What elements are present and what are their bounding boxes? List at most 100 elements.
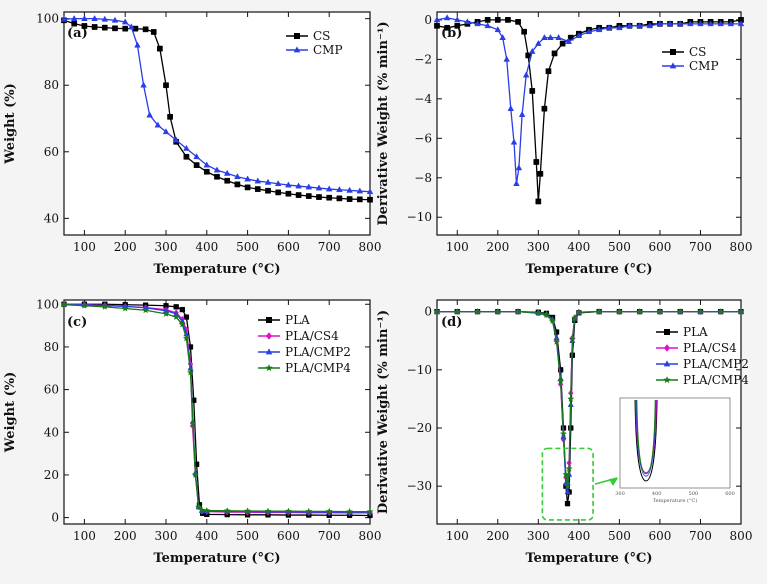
data-point-cmp — [737, 20, 745, 27]
data-point-cmp — [515, 164, 523, 171]
data-point-cmp — [717, 20, 725, 27]
data-point-cmp — [203, 161, 211, 168]
data-point-pla-cmp4 — [162, 310, 170, 317]
data-point-cs — [101, 24, 108, 31]
data-point-cs — [275, 189, 282, 196]
data-point-cmp — [183, 144, 190, 151]
data-point-cmp — [595, 26, 603, 33]
x-tick-label: 300 — [527, 529, 550, 543]
x-axis-title: Temperature (°C) — [153, 551, 280, 566]
zoom-arrow-head — [609, 478, 618, 486]
y-tick-label: 20 — [44, 468, 59, 482]
inset-curve-pla — [634, 399, 658, 482]
data-point-cs — [533, 159, 540, 165]
data-point-cs — [537, 170, 544, 177]
data-point-cmp — [494, 26, 502, 33]
data-point-cs — [454, 22, 461, 29]
legend-marker-cmp — [669, 62, 677, 69]
series-cmp — [433, 14, 745, 187]
data-point-cs — [541, 105, 548, 112]
data-point-pla-cmp4 — [567, 395, 575, 402]
legend-label-pla-cmp4: PLA/CMP4 — [683, 373, 749, 387]
y-axis-title: Derivative Weight (% min⁻¹) — [376, 21, 391, 225]
inset-curve-pla-cmp4 — [636, 399, 656, 475]
y-tick-label: 0 — [424, 305, 432, 319]
data-point-cs — [551, 50, 558, 57]
x-tick-label: 200 — [486, 240, 509, 254]
legend-label-cmp: CMP — [689, 59, 719, 73]
data-point-cmp — [336, 186, 343, 193]
data-point-cmp — [244, 175, 251, 182]
y-tick-label: 60 — [44, 145, 59, 159]
data-point-pla-cmp4 — [514, 307, 522, 315]
x-tick-label: 300 — [155, 240, 178, 254]
data-point-cmp — [146, 111, 153, 118]
x-tick-label: 100 — [73, 529, 96, 543]
data-point-cs — [244, 184, 251, 191]
data-point-cmp — [356, 187, 364, 194]
data-point-cmp — [565, 37, 573, 44]
panel-c: 100 200 300 400 500 600 700 800 0 20 40 60 80 100 Temp… — [3, 297, 381, 566]
data-point-cs — [336, 195, 343, 202]
data-point-cs — [367, 196, 373, 203]
data-point-pla-cmp4 — [178, 320, 186, 328]
y-tick-label: −4 — [414, 92, 432, 106]
data-point-pla-cmp4 — [563, 482, 572, 490]
data-point-cs — [183, 153, 190, 160]
data-point-cs — [529, 88, 536, 94]
data-point-pla-cmp4 — [568, 335, 577, 343]
data-point-cmp — [162, 128, 170, 135]
plot-area-b — [436, 11, 742, 236]
y-axis-title: Weight (%) — [3, 372, 18, 453]
data-point-cs — [295, 192, 302, 198]
legend-marker-pla-cmp2 — [663, 360, 671, 367]
data-point-cmp — [295, 182, 302, 189]
series-line-pla-cmp4 — [437, 310, 741, 487]
data-point-pla-cmp4 — [186, 368, 195, 376]
data-point-cmp — [366, 188, 374, 195]
data-point-pla — [564, 500, 571, 507]
x-tick-label: 800 — [359, 529, 382, 543]
legend-marker-cs — [294, 33, 300, 39]
data-point-pla-cmp4 — [559, 429, 568, 437]
legend-marker-cs — [670, 49, 676, 55]
data-point-cmp — [443, 14, 451, 21]
data-point-cmp — [528, 47, 536, 54]
data-point-pla-cmp4 — [223, 506, 231, 514]
data-point-pla-cmp4 — [534, 309, 542, 317]
data-point-cmp — [70, 15, 78, 21]
data-point-cmp — [346, 186, 353, 193]
data-point-cmp — [154, 121, 162, 128]
data-point-cmp — [585, 28, 593, 35]
data-point-cs — [434, 22, 440, 29]
y-tick-label: 40 — [44, 211, 59, 225]
data-point-cs — [494, 17, 501, 23]
data-point-cmp — [464, 18, 471, 25]
data-point-cmp — [510, 138, 518, 145]
data-point-cmp — [213, 166, 221, 173]
legend-label-pla-cs4: PLA/CS4 — [285, 329, 339, 343]
data-point-pla-cmp4 — [575, 308, 583, 316]
data-point-cmp — [656, 20, 664, 27]
data-point-pla-cmp4 — [60, 300, 68, 308]
panel-d: 100 200 300 400 500 600 700 800 −30 −20 −10 0 Temper… — [376, 299, 752, 566]
y-tick-label: 80 — [44, 78, 59, 92]
data-point-cmp — [128, 23, 135, 30]
x-tick-label: 700 — [689, 529, 712, 543]
data-point-pla-cmp4 — [305, 507, 313, 515]
data-point-cmp — [522, 71, 530, 78]
inset-curve-pla-cmp2 — [635, 399, 657, 477]
x-tick-label: 600 — [648, 529, 671, 543]
y-tick-label: −10 — [407, 210, 432, 224]
data-point-cs — [326, 194, 333, 201]
legend-label-pla: PLA — [683, 325, 708, 339]
data-point-cmp — [121, 18, 129, 25]
data-point-pla-cmp4 — [141, 306, 150, 314]
y-tick-label: 60 — [44, 383, 59, 397]
x-tick-label: 700 — [318, 240, 341, 254]
x-tick-label: 500 — [608, 529, 631, 543]
legend-label-pla-cmp2: PLA/CMP2 — [683, 357, 749, 371]
data-point-cs — [305, 193, 312, 199]
data-point-cmp — [60, 15, 68, 22]
